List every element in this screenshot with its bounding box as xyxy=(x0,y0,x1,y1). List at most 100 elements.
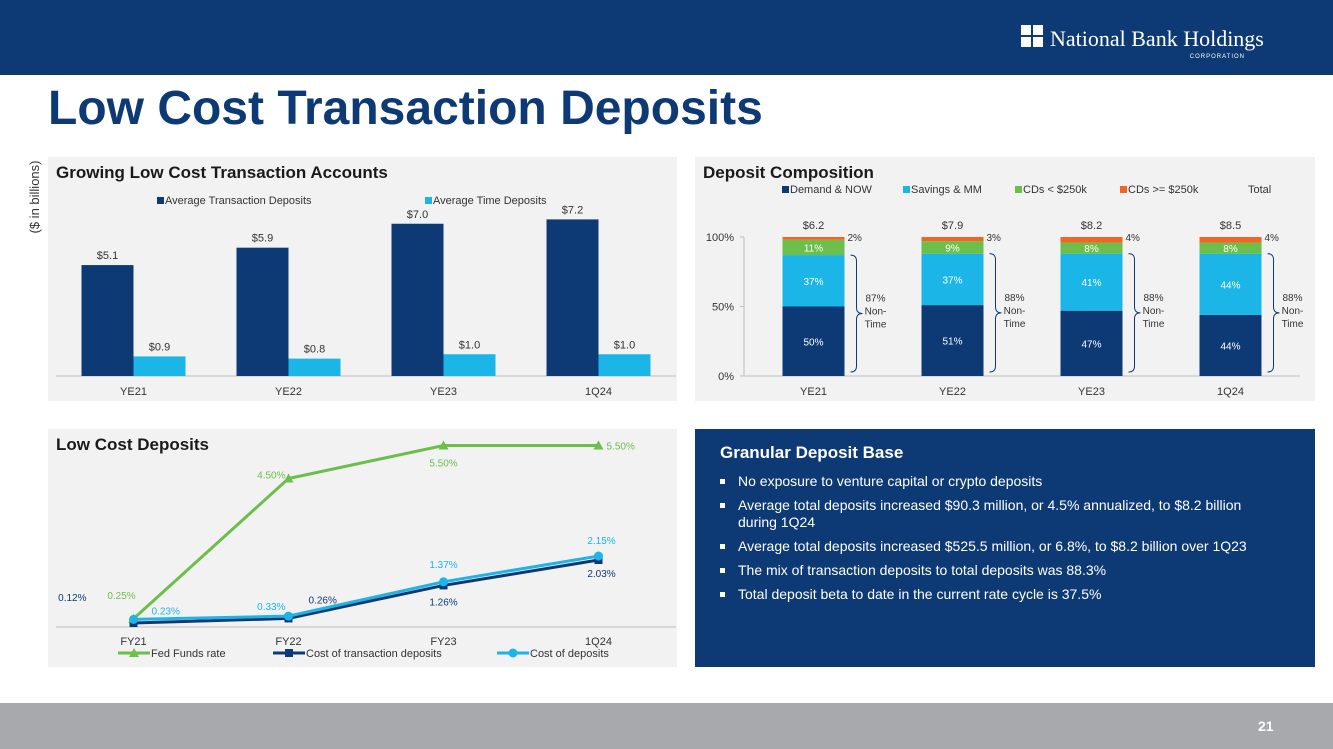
bar-segment xyxy=(1060,310,1123,376)
legend-label: Fed Funds rate xyxy=(151,648,226,660)
data-label: 8% xyxy=(1084,244,1099,255)
y-tick-label: 50% xyxy=(712,302,734,314)
bar xyxy=(443,354,496,376)
non-time-label: Time xyxy=(1004,319,1026,330)
chart-title: Deposit Composition xyxy=(703,163,874,182)
logo-text: National Bank Holdings xyxy=(1050,26,1264,51)
marker xyxy=(439,577,448,587)
data-label: 1.26% xyxy=(429,597,457,608)
data-label: $5.1 xyxy=(97,250,118,262)
bar xyxy=(133,356,186,376)
legend-swatch xyxy=(157,197,164,204)
bar-segment xyxy=(1060,242,1123,254)
marker xyxy=(594,551,603,561)
bullet-list: No exposure to venture capital or crypto… xyxy=(720,473,1255,603)
non-time-label: 87% xyxy=(865,294,885,305)
data-label: 0.33% xyxy=(257,602,285,613)
data-label: 1.37% xyxy=(429,560,457,571)
legend-label: CDs < $250k xyxy=(1023,184,1087,196)
bar-segment xyxy=(921,253,984,306)
non-time-label: Time xyxy=(865,320,887,331)
bar xyxy=(81,265,134,376)
data-label: 0.25% xyxy=(107,591,135,602)
marker xyxy=(438,440,449,450)
header-band xyxy=(0,0,1333,75)
x-tick-label: YE21 xyxy=(120,386,147,398)
x-tick-label: YE21 xyxy=(800,386,827,398)
total-label: $7.9 xyxy=(942,220,963,232)
data-label: 9% xyxy=(945,243,960,254)
data-label: 4.50% xyxy=(257,471,285,482)
data-label: 4% xyxy=(1265,233,1280,244)
marker xyxy=(284,611,293,621)
line xyxy=(133,554,599,621)
bar-segment xyxy=(1060,253,1123,311)
data-label: $0.8 xyxy=(304,344,325,356)
legend-label: CDs >= $250k xyxy=(1128,184,1199,196)
legend-swatch xyxy=(425,197,432,204)
info-title: Granular Deposit Base xyxy=(720,443,904,462)
non-time-label: Time xyxy=(1143,319,1165,330)
data-label: 50% xyxy=(803,337,823,348)
x-tick-label: YE23 xyxy=(1078,386,1105,398)
data-label: $7.0 xyxy=(407,209,428,221)
x-tick-label: FY22 xyxy=(275,636,301,648)
legend-label: Total xyxy=(1248,184,1271,196)
marker xyxy=(129,614,138,624)
x-tick-label: YE23 xyxy=(430,386,457,398)
chart-title: Low Cost Deposits xyxy=(56,435,209,454)
legend-swatch xyxy=(1015,186,1022,193)
data-label: 0.12% xyxy=(58,593,86,604)
legend-marker xyxy=(129,648,139,657)
data-label: 37% xyxy=(803,277,823,288)
non-time-brace xyxy=(1267,253,1280,373)
data-label: 4% xyxy=(1126,233,1141,244)
data-label: 51% xyxy=(942,337,962,348)
legend-label: Average Time Deposits xyxy=(433,195,547,207)
data-label: 11% xyxy=(804,243,823,254)
legend-marker xyxy=(285,649,293,657)
data-label: $0.9 xyxy=(149,341,170,353)
bar xyxy=(598,354,651,376)
panel xyxy=(48,429,677,667)
legend-marker xyxy=(508,648,518,658)
bar-segment xyxy=(1199,253,1262,315)
data-label: $7.2 xyxy=(562,204,583,216)
data-label: 8% xyxy=(1223,244,1238,255)
non-time-brace xyxy=(1128,253,1141,373)
x-tick-label: YE22 xyxy=(275,386,302,398)
non-time-label: Non- xyxy=(1004,306,1026,317)
data-label: $5.9 xyxy=(252,233,273,245)
bar xyxy=(546,219,599,376)
bar-segment xyxy=(782,306,845,376)
data-label: 37% xyxy=(942,275,962,286)
data-label: $1.0 xyxy=(459,339,480,351)
page-number: 21 xyxy=(1258,718,1274,734)
bar-segment xyxy=(782,237,845,240)
info-box: Granular Deposit Base No exposure to ven… xyxy=(695,429,1315,667)
legend-label: Cost of transaction deposits xyxy=(306,648,442,660)
logo-icon xyxy=(1021,25,1043,47)
bullet: Average total deposits increased $525.5 … xyxy=(720,538,1255,555)
bar xyxy=(391,223,444,376)
bar-segment xyxy=(921,305,984,376)
non-time-label: Non- xyxy=(1282,306,1304,317)
non-time-label: 88% xyxy=(1004,293,1024,304)
x-tick-label: 1Q24 xyxy=(585,386,612,398)
non-time-label: Time xyxy=(1282,319,1304,330)
logo-sub: CORPORATION xyxy=(1190,54,1245,60)
non-time-label: 88% xyxy=(1282,293,1302,304)
bar xyxy=(236,247,289,376)
legend-swatch xyxy=(1120,186,1127,193)
bullet: The mix of transaction deposits to total… xyxy=(720,562,1255,579)
bar-segment xyxy=(921,241,984,254)
data-label: 44% xyxy=(1220,280,1240,291)
data-label: 3% xyxy=(987,233,1002,244)
legend-label: Cost of deposits xyxy=(530,648,609,660)
marker xyxy=(283,473,294,483)
y-axis-label: ($ in billions) xyxy=(27,161,42,234)
data-label: 44% xyxy=(1220,341,1240,352)
line xyxy=(133,558,599,625)
